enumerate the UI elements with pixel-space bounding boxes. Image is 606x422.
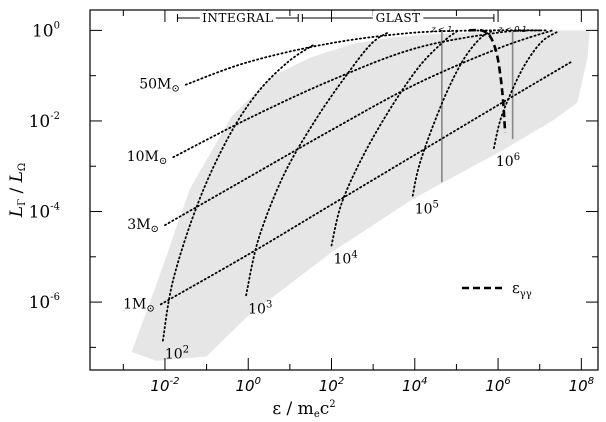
z-line-label-1: z < 1 <box>430 25 452 34</box>
epsilon-gamma-gamma-curve <box>468 28 507 133</box>
x-axis-title: ε / mec2 <box>272 399 335 420</box>
y-axis-ref-sub: Ω <box>17 163 28 171</box>
gamma-label-base: 10 <box>248 301 266 317</box>
mass-label-main: 50M <box>139 77 171 93</box>
y-axis-title: LΓ / LΩ <box>7 163 28 218</box>
mass-label-main: 1M <box>123 296 146 312</box>
mass-label-sub: ⊙ <box>146 303 154 314</box>
x-tick-label: 10-2 <box>150 376 179 395</box>
mass-label-50: 50M⊙ <box>139 77 180 95</box>
x-tick-base: 10 <box>235 377 254 395</box>
mass-curve-1 <box>159 61 572 306</box>
gamma-label-base: 10 <box>334 251 352 267</box>
plot-frame <box>89 9 599 371</box>
gamma-label-1e5: 105 <box>415 200 439 218</box>
mass-curve-50 <box>184 29 549 86</box>
plot-frame-layer <box>89 9 599 371</box>
x-tick-label: 106 <box>485 376 510 395</box>
mass-label-sub: ⊙ <box>151 224 159 235</box>
x-tick-base: 10 <box>402 377 421 395</box>
y-tick-base: 10 <box>29 112 51 132</box>
x-tick-base: 10 <box>150 377 169 395</box>
x-tick-base: 10 <box>569 377 588 395</box>
y-tick-label: 10-2 <box>29 111 60 132</box>
gamma-label-base: 10 <box>496 154 514 170</box>
x-axis-rest: c <box>320 399 330 419</box>
gamma-label-exp: 2 <box>183 345 189 356</box>
x-axis-main: ε / m <box>272 399 313 419</box>
mass-label-1: 1M⊙ <box>123 296 155 314</box>
legend-sub: γγ <box>520 289 532 300</box>
x-tick-exp: 8 <box>588 376 594 387</box>
y-tick-exp: -4 <box>50 202 60 213</box>
x-tick-exp: 0 <box>255 376 261 387</box>
y-axis-sep: / <box>7 182 27 199</box>
y-tick-base: 10 <box>32 21 54 41</box>
z-line-label-2: z < 0.1 <box>497 25 527 34</box>
x-tick-exp: 6 <box>504 376 510 387</box>
legend-symbol: ε <box>512 279 520 297</box>
allowed-region-layer <box>131 30 590 361</box>
gamma-label-1e6: 106 <box>496 152 520 170</box>
gamma-label-exp: 5 <box>433 200 439 211</box>
mass-label-10: 10M⊙ <box>127 149 168 167</box>
x-tick-label: 104 <box>402 376 427 395</box>
x-tick-label: 100 <box>235 376 260 395</box>
gamma-curve-1e4 <box>330 29 460 247</box>
x-tick-exp: 4 <box>421 376 427 387</box>
x-tick-exp: -2 <box>170 376 180 387</box>
y-tick-label: 10-4 <box>29 202 60 223</box>
gamma-label-base: 10 <box>415 202 433 218</box>
gamma-label-1e2: 102 <box>165 345 189 363</box>
gamma-curve-1e6 <box>493 30 560 149</box>
y-axis-ref: L <box>7 171 27 183</box>
y-tick-label: 100 <box>32 20 60 41</box>
ticks-layer <box>90 10 598 370</box>
y-tick-label: 10-6 <box>29 292 60 313</box>
x-tick-exp: 2 <box>338 376 344 387</box>
y-tick-exp: -6 <box>50 292 60 303</box>
x-tick-base: 10 <box>485 377 504 395</box>
x-axis-sub: e <box>314 409 320 420</box>
x-axis-sup: 2 <box>329 399 335 410</box>
y-axis-symbol: L <box>7 206 27 218</box>
y-axis-sub: Γ <box>17 199 28 206</box>
y-tick-exp: -2 <box>50 111 60 122</box>
allowed-region <box>131 30 590 361</box>
band-label-bg-1 <box>199 11 276 24</box>
gamma-label-base: 10 <box>165 347 183 363</box>
band-label-bg-2 <box>372 11 424 24</box>
mass-label-3: 3M⊙ <box>127 217 159 235</box>
x-tick-label: 108 <box>569 376 594 395</box>
x-tick-base: 10 <box>319 377 338 395</box>
y-tick-base: 10 <box>29 293 51 313</box>
curves-layer <box>159 28 572 342</box>
x-tick-label: 102 <box>319 376 344 395</box>
y-tick-base: 10 <box>29 203 51 223</box>
gamma-curve-1e3 <box>245 31 389 297</box>
gamma-label-exp: 4 <box>351 249 357 260</box>
mass-curve-3 <box>164 29 554 226</box>
mass-label-main: 10M <box>127 149 159 165</box>
mass-label-sub: ⊙ <box>171 84 179 95</box>
y-tick-exp: 0 <box>54 20 60 31</box>
mass-curve-10 <box>172 29 541 159</box>
gamma-label-exp: 3 <box>266 299 272 310</box>
band-label-1: INTEGRAL <box>202 11 273 25</box>
mass-label-sub: ⊙ <box>159 156 167 167</box>
gamma-curve-1e2 <box>162 43 316 342</box>
mass-label-main: 3M <box>127 217 150 233</box>
band-label-2: GLAST <box>376 11 421 25</box>
z-lines-layer <box>441 30 514 183</box>
gamma-label-1e4: 104 <box>334 249 358 267</box>
gamma-curve-1e5 <box>411 29 495 197</box>
gamma-label-1e3: 103 <box>248 299 272 317</box>
gamma-label-exp: 6 <box>514 152 520 163</box>
legend-label: εγγ <box>512 279 532 300</box>
